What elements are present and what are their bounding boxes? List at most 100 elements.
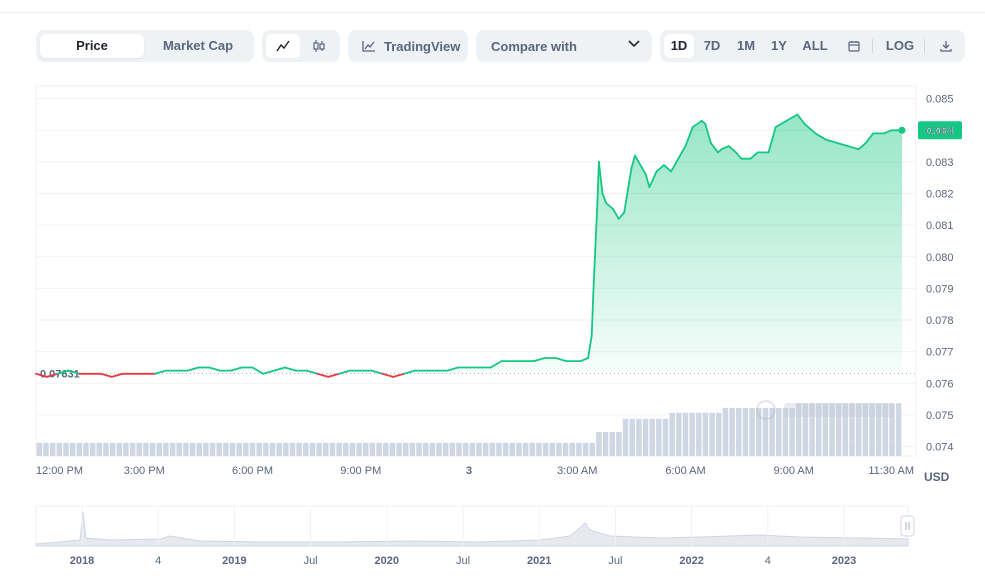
volume-bar — [462, 442, 469, 456]
volume-bar — [343, 442, 349, 456]
volume-bar — [316, 442, 322, 456]
price-line-segment — [704, 123, 712, 144]
top-separator — [0, 12, 985, 13]
volume-bar — [229, 442, 236, 456]
volume-bar — [96, 442, 103, 456]
current-price-label: 0.084 — [926, 125, 954, 137]
volume-bar — [163, 442, 169, 456]
volume-bar — [176, 442, 182, 456]
volume-bar — [802, 403, 809, 456]
volume-bar — [223, 442, 229, 456]
line-chart-icon[interactable] — [266, 34, 300, 58]
compare-dropdown[interactable]: Compare with — [476, 30, 652, 62]
price-line-segment — [601, 192, 607, 204]
price-line-segment — [56, 369, 70, 375]
download-icon[interactable] — [932, 34, 960, 58]
price-line-segment — [305, 369, 319, 375]
watermark-logo — [756, 400, 894, 420]
volume-bar — [436, 442, 442, 456]
volume-bar — [69, 442, 76, 456]
volume-bar — [662, 418, 669, 456]
volume-bar — [402, 442, 409, 456]
x-tick-label: 12:00 PM — [36, 465, 83, 477]
tradingview-label: TradingView — [384, 38, 461, 54]
volume-bar — [336, 442, 342, 456]
price-line-segment — [883, 129, 893, 135]
volume-bar — [309, 442, 316, 456]
volume-bar — [502, 442, 509, 456]
navigator-handle[interactable] — [900, 515, 915, 537]
price-line-segment — [727, 145, 737, 154]
volume-bar — [816, 403, 822, 456]
volume-bar — [636, 418, 642, 456]
volume-bar — [289, 442, 296, 456]
currency-unit-label: USD — [924, 470, 950, 484]
volume-bar — [36, 442, 43, 456]
volume-bar — [829, 403, 835, 456]
volume-bar — [862, 403, 869, 456]
range-navigator[interactable] — [35, 505, 915, 547]
y-tick-label: 0.080 — [926, 252, 954, 264]
price-line-segment — [284, 366, 297, 372]
volume-bar — [669, 412, 675, 456]
range-1m-button[interactable]: 1M — [736, 38, 756, 53]
volume-bar — [63, 442, 69, 456]
range-1y-button[interactable]: 1Y — [771, 38, 787, 53]
chevron-down-icon — [628, 40, 640, 48]
price-line-segment — [785, 113, 799, 122]
volume-bar — [722, 408, 729, 456]
volume-bar — [116, 442, 122, 456]
volume-bar — [742, 408, 749, 456]
volume-bar — [769, 408, 775, 456]
price-line-segment — [446, 366, 460, 372]
price-tab[interactable]: Price — [40, 34, 144, 58]
view-toggle: Price Market Cap — [36, 30, 254, 62]
volume-bar — [822, 403, 829, 456]
volume-bar — [736, 408, 742, 456]
y-tick-label: 0.082 — [926, 189, 954, 201]
volume-bar — [396, 442, 402, 456]
range-7d-button[interactable]: 7D — [703, 38, 721, 53]
volume-bar — [696, 412, 702, 456]
price-line-segment — [208, 366, 221, 372]
price-line-segment — [847, 145, 860, 151]
volume-bar — [889, 403, 895, 456]
volume-bar — [156, 442, 162, 456]
price-line-segment — [251, 366, 265, 375]
volume-bar — [809, 403, 815, 456]
candlestick-icon[interactable] — [302, 34, 336, 58]
volume-bar — [596, 432, 602, 456]
log-scale-button[interactable]: LOG — [885, 38, 915, 53]
gridlines — [36, 98, 916, 448]
y-tick-label: 0.081 — [926, 220, 954, 232]
y-axis-ticks: 0.085 0.084 0.083 0.082 0.081 0.080 0.079 0.078… — [926, 94, 954, 454]
volume-bar — [149, 442, 156, 456]
navigator-label: 4 — [155, 555, 161, 567]
volume-bar — [849, 403, 855, 456]
x-tick-label: 6:00 AM — [665, 465, 705, 477]
y-tick-label: 0.085 — [926, 94, 954, 106]
volume-bar — [549, 442, 555, 456]
volume-bar — [709, 412, 715, 456]
volume-bar — [529, 442, 536, 456]
range-1d-button[interactable]: 1D — [664, 34, 694, 58]
volume-bar — [422, 442, 429, 456]
volume-bar — [236, 442, 242, 456]
x-tick-label: 3:00 PM — [124, 465, 165, 477]
price-line-segment — [327, 372, 341, 378]
volume-bar — [89, 442, 96, 456]
x-tick-label: 11:30 AM — [868, 465, 914, 477]
volume-bar — [109, 442, 116, 456]
range-all-button[interactable]: ALL — [802, 38, 828, 53]
price-line-segment — [825, 138, 838, 144]
price-line-segment — [720, 145, 730, 151]
price-line-segment — [634, 154, 647, 176]
calendar-icon[interactable] — [840, 34, 868, 58]
tradingview-button[interactable]: TradingView — [348, 30, 468, 62]
navigator-labels: 2018 4 2019 Jul 2020 Jul 2021 Jul 2022 4 2023 — [70, 555, 856, 567]
market-cap-tab[interactable]: Market Cap — [162, 38, 234, 53]
price-area-fill — [36, 114, 902, 377]
volume-bar — [123, 442, 129, 456]
volume-bar — [456, 442, 462, 456]
